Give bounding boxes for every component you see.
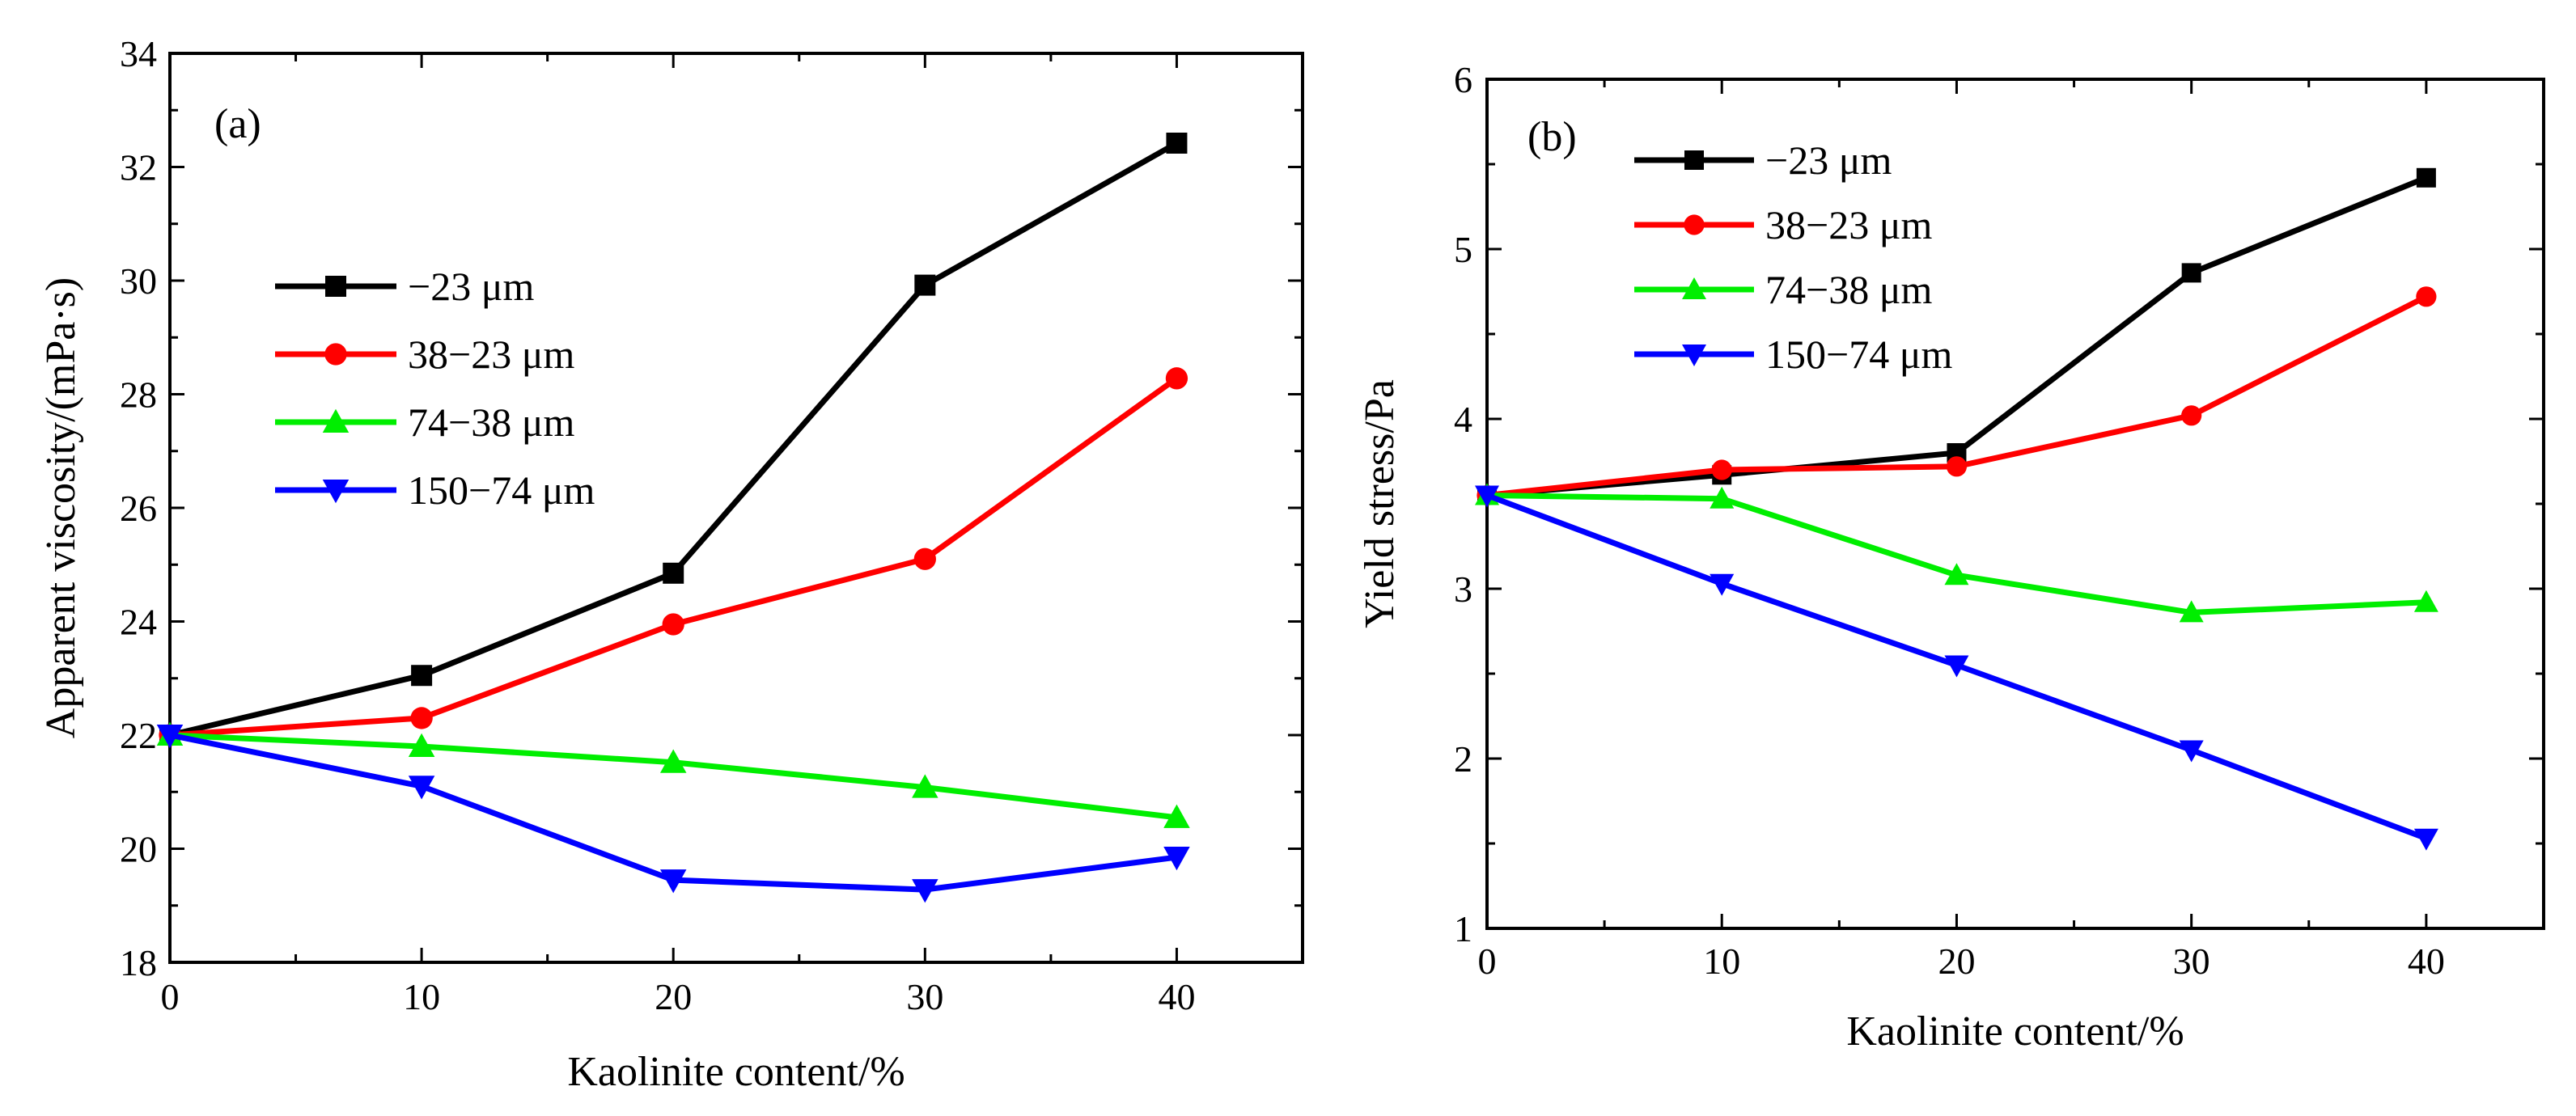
legend-label-b-3: 150−74 μm — [1765, 332, 1953, 377]
legend-marker-b-1 — [1684, 214, 1705, 235]
x-axis-label-a: Kaolinite content/% — [567, 1049, 905, 1095]
y-tick-label-a: 28 — [120, 374, 157, 416]
series-line-a-2 — [169, 732, 1177, 821]
x-tick-label-a: 0 — [161, 976, 180, 1017]
plot-frame-a — [168, 52, 1304, 964]
legend-label-a-1: 38−23 μm — [408, 332, 575, 377]
y-tick-label-a: 18 — [120, 942, 157, 983]
legend-marker-b-3 — [1682, 345, 1706, 366]
data-point-b-3-2 — [1944, 655, 1969, 678]
legend-marker-a-1 — [324, 343, 347, 366]
legend-label-a-0: −23 μm — [408, 264, 535, 309]
legend-label-b-0: −23 μm — [1765, 137, 1892, 183]
axes-b: 0 10 20 30 40 1 2 3 4 5 6 — [1454, 59, 2544, 982]
data-point-b-2-2 — [1944, 563, 1969, 585]
data-point-a-3-1 — [408, 776, 435, 800]
y-axis-label-b: Yield stress/Pa — [1357, 379, 1403, 628]
y-tick-label-a: 22 — [120, 715, 157, 756]
data-point-b-3-4 — [2413, 828, 2438, 851]
data-point-a-2-1 — [408, 733, 435, 758]
data-point-b-1-3 — [2181, 405, 2202, 426]
data-point-a-2-4 — [1163, 804, 1190, 828]
panel-label-b: (b) — [1527, 114, 1577, 160]
y-tick-label-b: 6 — [1454, 59, 1472, 100]
y-tick-label-b: 3 — [1454, 569, 1472, 610]
data-point-b-2-1 — [1710, 486, 1735, 509]
legend-label-b-1: 38−23 μm — [1765, 202, 1933, 247]
x-tick-label-b: 30 — [2173, 941, 2210, 982]
x-tick-label-b: 0 — [1478, 941, 1497, 982]
data-point-a-3-0 — [156, 725, 184, 749]
y-tick-label-a: 34 — [120, 33, 157, 74]
data-point-b-0-3 — [2181, 263, 2201, 283]
data-point-b-1-2 — [1946, 456, 1968, 477]
y-tick-label-a: 26 — [120, 488, 157, 529]
x-tick-label-b: 10 — [1703, 941, 1740, 982]
legend-a: −23 μm 38−23 μm 74−38 μm 150−74 μm — [275, 264, 595, 513]
data-point-a-1-3 — [913, 547, 936, 570]
data-point-a-1-1 — [410, 707, 433, 729]
data-point-a-3-3 — [912, 879, 938, 903]
data-point-a-0-4 — [1166, 132, 1188, 154]
x-tick-label-a: 20 — [655, 976, 692, 1017]
y-tick-label-a: 20 — [120, 829, 157, 870]
legend-label-a-3: 150−74 μm — [408, 467, 595, 513]
data-point-a-0-1 — [411, 665, 433, 687]
data-point-b-3-1 — [1710, 573, 1735, 596]
legend-b: −23 μm 38−23 μm 74−38 μm 150−74 μm — [1634, 137, 1953, 377]
axes-a: 0 10 20 30 40 18 20 22 24 26 28 30 32 34 — [120, 33, 1303, 1017]
data-point-a-1-4 — [1165, 367, 1188, 390]
series-line-a-1 — [169, 375, 1179, 738]
data-point-b-0-4 — [2416, 167, 2436, 188]
legend-marker-a-0 — [325, 276, 346, 297]
series-b — [1475, 167, 2438, 851]
x-axis-label-b: Kaolinite content/% — [1846, 1008, 2184, 1055]
legend-label-b-2: 74−38 μm — [1765, 267, 1933, 312]
y-axis-label-a: Apparent viscosity/(mPa·s) — [38, 277, 84, 738]
series-line-a-0 — [169, 140, 1179, 738]
data-point-b-2-3 — [2179, 600, 2204, 623]
data-point-a-3-4 — [1163, 847, 1190, 871]
y-tick-label-a: 24 — [120, 602, 157, 643]
data-point-b-2-4 — [2413, 590, 2438, 612]
panel-b: (b) Kaolinite content/% Yield stress/Pa … — [1357, 59, 2545, 1055]
data-point-b-1-1 — [1711, 459, 1732, 480]
legend-marker-a-2 — [322, 408, 350, 433]
y-tick-label-b: 4 — [1454, 399, 1472, 440]
data-point-b-3-3 — [2179, 740, 2204, 763]
y-tick-label-a: 32 — [120, 147, 157, 188]
data-point-a-1-2 — [662, 613, 684, 636]
y-tick-label-a: 30 — [120, 260, 157, 302]
panel-a: (a) Kaolinite content/% Apparent viscosi… — [38, 33, 1304, 1095]
data-point-a-2-3 — [912, 774, 938, 798]
data-point-b-1-4 — [2416, 286, 2437, 307]
legend-marker-b-2 — [1682, 277, 1706, 299]
series-line-b-2 — [1486, 492, 2427, 615]
y-tick-label-b: 2 — [1454, 738, 1472, 780]
data-point-b-3-0 — [1475, 485, 1499, 508]
x-tick-label-a: 10 — [403, 976, 440, 1017]
plot-frame-b — [1485, 78, 2545, 930]
data-point-a-2-2 — [659, 749, 687, 773]
panel-label-a: (a) — [214, 101, 261, 147]
legend-label-a-2: 74−38 μm — [408, 399, 575, 445]
x-tick-label-b: 40 — [2408, 941, 2445, 982]
data-point-a-3-2 — [659, 869, 687, 894]
series-a — [156, 132, 1190, 903]
legend-marker-a-3 — [322, 480, 350, 504]
y-tick-label-b: 1 — [1454, 908, 1472, 949]
x-tick-label-a: 40 — [1158, 976, 1195, 1017]
x-tick-label-b: 20 — [1938, 941, 1975, 982]
y-tick-label-b: 5 — [1454, 229, 1472, 270]
data-point-a-0-2 — [663, 562, 684, 584]
data-point-a-0-3 — [914, 274, 936, 296]
legend-marker-b-0 — [1684, 150, 1704, 170]
x-tick-label-a: 30 — [906, 976, 943, 1017]
